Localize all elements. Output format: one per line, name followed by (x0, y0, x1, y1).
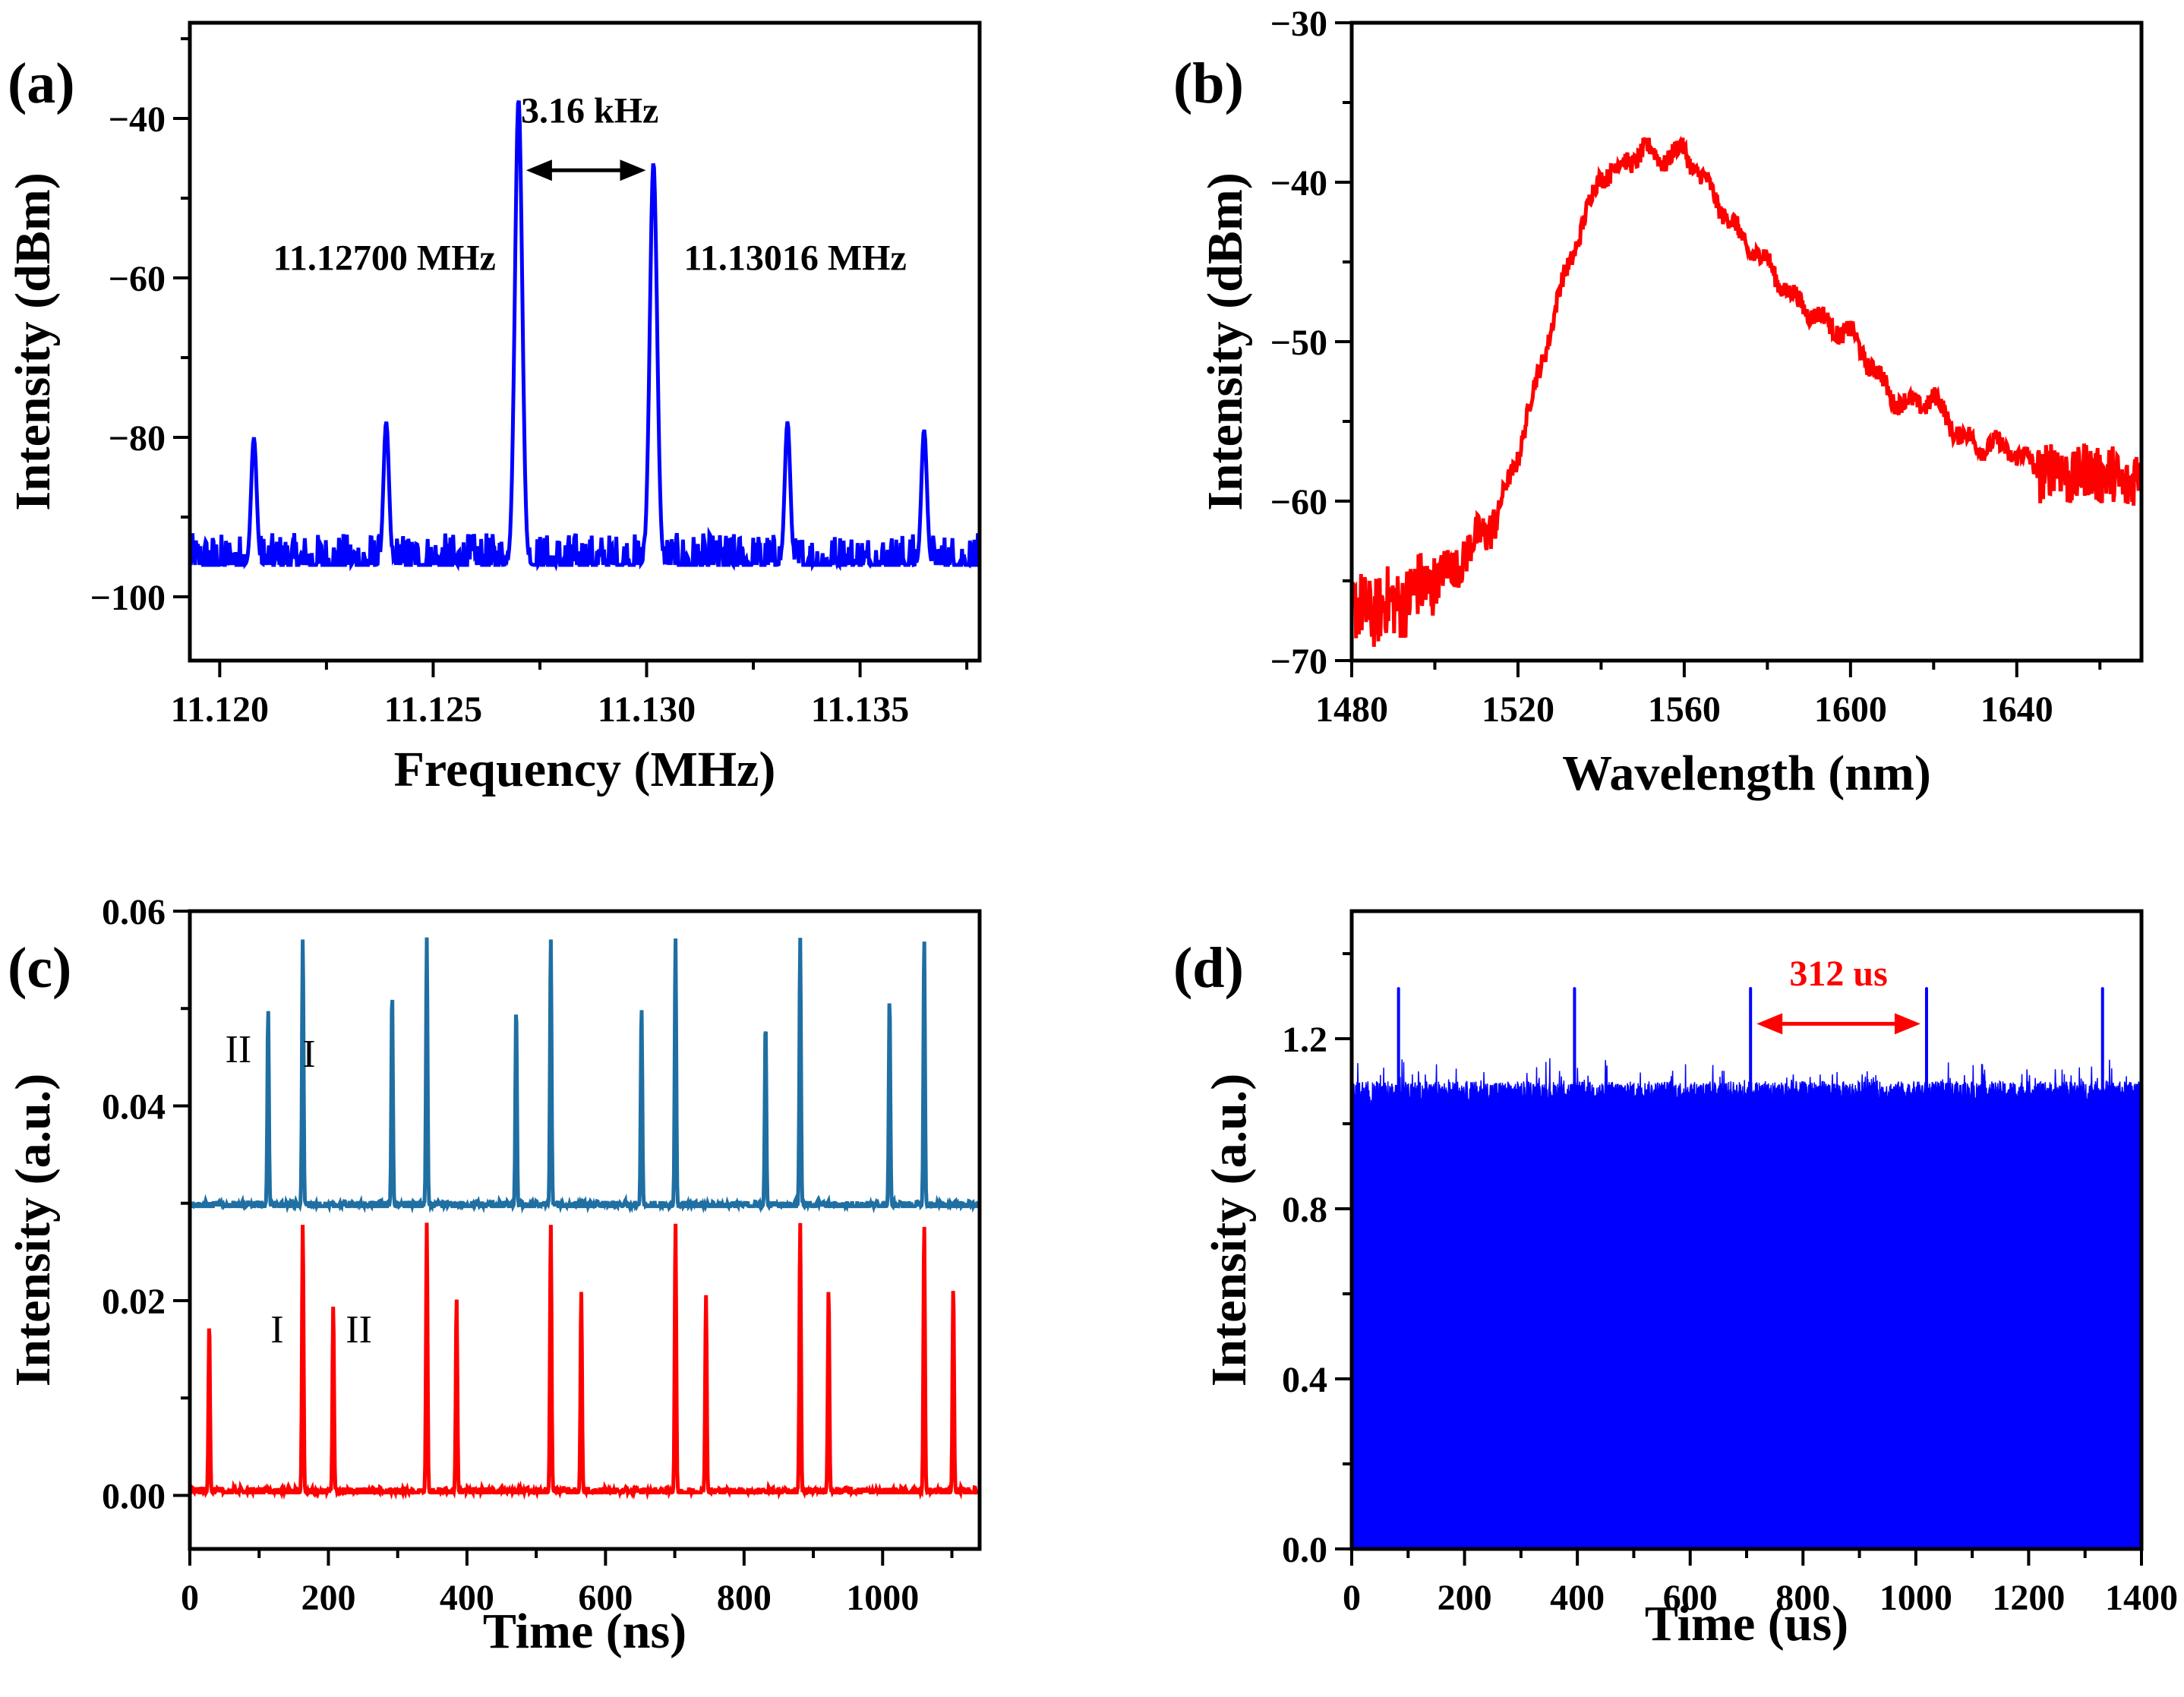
label-lower-I: I (270, 1308, 283, 1352)
x-tick-label-4: 800 (717, 1578, 772, 1618)
y-tick-label-2: 0.04 (102, 1087, 166, 1127)
label-upper-I: I (302, 1033, 315, 1076)
panel-label-c: (c) (8, 936, 71, 1000)
y-tick-label-1: 0.02 (102, 1282, 166, 1322)
series-area-pulse-train (1352, 987, 2141, 1549)
x-tick-label-3: 11.135 (811, 689, 909, 730)
plot-area-b (1352, 135, 2141, 647)
y-tick-label-0: −70 (1270, 642, 1327, 682)
x-tick-label-4: 800 (1775, 1578, 1830, 1618)
y-tick-label-3: 0.06 (102, 892, 166, 932)
axes-frame-a (188, 21, 982, 663)
y-tick-label-2: −60 (109, 259, 166, 299)
panel-b: 1480 1520 1560 1600 1640 −70 −60 −50 −40 −30 Wavel… (1173, 4, 2144, 801)
y-tick-label-1: −60 (1270, 482, 1327, 522)
y-tick-label-3: −40 (109, 99, 166, 140)
x-axis-title-c: Time (ns) (483, 1604, 686, 1659)
x-tick-label-2: 11.130 (598, 689, 696, 730)
x-axis-title-a: Frequency (MHz) (394, 742, 776, 797)
series-line-optical-spectrum (1352, 135, 2141, 647)
y-tick-label-4: −30 (1270, 4, 1327, 44)
series-line-rf-spectrum (190, 99, 980, 572)
y-tick-label-0: 0.00 (102, 1476, 166, 1516)
series-line-upper (190, 937, 980, 1214)
panel-a: 3.16 kHz 11.12700 MHz 11.13016 MHz 11.120 11… (5, 21, 982, 797)
y-axis-title-b: Intensity (dBm) (1198, 172, 1253, 511)
y-tick-label-2: 0.8 (1282, 1190, 1327, 1230)
x-tick-label-3: 1600 (1814, 689, 1887, 730)
annotation-spacing: 3.16 kHz (521, 90, 658, 131)
x-tick-label-1: 11.125 (384, 689, 482, 730)
x-tick-label-1: 200 (301, 1578, 355, 1618)
x-tick-label-0: 0 (1343, 1578, 1361, 1618)
x-tick-label-1: 1520 (1482, 689, 1554, 730)
axes-frame-b (1349, 21, 2144, 663)
x-tick-label-0: 1480 (1315, 689, 1388, 730)
x-axis-title-d: Time (us) (1645, 1596, 1848, 1651)
x-axis-title-b: Wavelength (nm) (1562, 746, 1931, 801)
x-tick-label-0: 11.120 (171, 689, 269, 730)
panel-label-d: (d) (1173, 936, 1244, 1000)
y-axis-title-d: Intensity (a.u.) (1201, 1074, 1257, 1387)
y-tick-label-0: 0.0 (1282, 1530, 1327, 1570)
x-tick-label-0: 0 (181, 1578, 199, 1618)
annotation-peak-right: 11.13016 MHz (684, 238, 907, 279)
y-tick-label-0: −100 (90, 578, 166, 618)
period-arrow (1756, 1013, 1920, 1035)
x-tick-label-6: 1200 (1992, 1578, 2065, 1618)
panel-c: II II II0 200 400 600 800 10000.000.020.040.06T… (5, 892, 982, 1659)
y-tick-label-3: 1.2 (1282, 1020, 1327, 1060)
label-upper-II: II (226, 1028, 252, 1071)
y-tick-label-2: −50 (1270, 323, 1327, 363)
x-tick-label-3: 600 (1663, 1578, 1718, 1618)
annotation-peak-left: 11.12700 MHz (273, 238, 496, 279)
plot-area-c (190, 937, 980, 1500)
y-axis-title-a: Intensity (dBm) (5, 172, 61, 511)
y-tick-label-1: 0.4 (1282, 1360, 1327, 1400)
series-line-lower (190, 1222, 980, 1500)
panel-d: 312 us 0 200 400 600 800 1000 1200 1400 0.0 0.4 0.8… (1173, 909, 2178, 1651)
x-tick-label-2: 1560 (1648, 689, 1721, 730)
x-tick-label-5: 1000 (1879, 1578, 1952, 1618)
y-tick-label-3: −40 (1270, 163, 1327, 203)
annotation-period: 312 us (1789, 954, 1887, 994)
x-tick-label-2: 400 (1550, 1578, 1605, 1618)
y-axis-title-c: Intensity (a.u.) (5, 1074, 61, 1387)
plot-area-a (190, 99, 980, 572)
axes-frame-c (188, 909, 982, 1551)
y-tick-label-1: −80 (109, 418, 166, 459)
spacing-arrow (525, 159, 646, 181)
panel-label-b: (b) (1173, 52, 1244, 115)
x-tick-label-5: 1000 (846, 1578, 919, 1618)
x-tick-label-1: 200 (1438, 1578, 1492, 1618)
x-tick-label-2: 400 (440, 1578, 494, 1618)
label-lower-II: II (346, 1308, 372, 1352)
x-tick-label-7: 1400 (2105, 1578, 2178, 1618)
plot-area-d (1352, 987, 2141, 1549)
x-tick-label-4: 1640 (1980, 689, 2053, 730)
x-tick-label-3: 600 (578, 1578, 633, 1618)
panel-label-a: (a) (8, 52, 75, 115)
